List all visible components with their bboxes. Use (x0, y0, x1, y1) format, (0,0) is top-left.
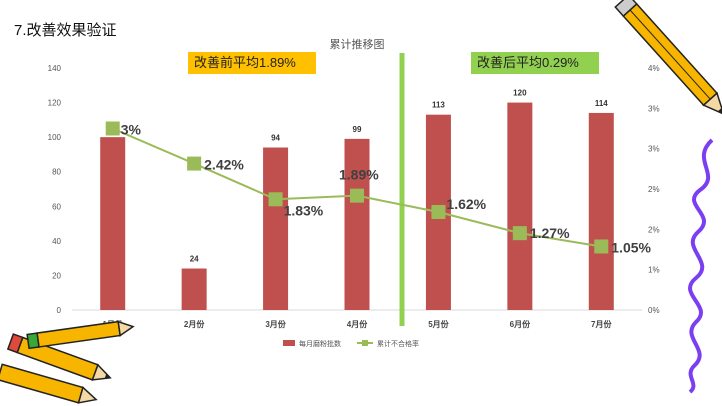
bar (344, 138, 370, 310)
y-right-tick-label: 2% (648, 185, 660, 194)
line-data-label: 1.27% (530, 225, 570, 241)
y-left-tick-label: 120 (48, 99, 62, 108)
y-left-tick-label: 80 (52, 168, 61, 177)
pencil-icon (0, 363, 98, 404)
bar-data-label: 113 (432, 101, 445, 110)
y-left-tick-label: 60 (52, 202, 61, 211)
bar-data-label: 120 (513, 89, 527, 98)
y-left-tick-label: 100 (48, 133, 62, 142)
line-data-label: 1.89% (339, 167, 379, 183)
x-tick-label: 4月份 (347, 319, 368, 329)
bar (263, 147, 289, 310)
legend-swatch-bars (283, 340, 295, 346)
line-point (512, 226, 527, 241)
y-right-tick-label: 4% (648, 64, 660, 73)
line-data-label: 2.42% (204, 157, 244, 173)
x-tick-label: 5月份 (428, 319, 449, 329)
x-tick-label: 3月份 (265, 319, 286, 329)
legend-label-bars: 每月磨粉批数 (299, 339, 341, 348)
line-data-label: 1.83% (284, 202, 324, 218)
callout-before-average: 改善前平均1.89% (188, 52, 316, 74)
bar (588, 112, 614, 310)
slide-title: 7.改善效果验证 (14, 22, 117, 39)
line-point (431, 204, 446, 219)
y-right-tick-label: 3% (648, 104, 660, 113)
bar (507, 102, 533, 310)
scribble-decoration (688, 138, 714, 394)
y-left-tick-label: 20 (52, 271, 61, 280)
y-left-tick-label: 140 (48, 64, 62, 73)
bar-data-label: 24 (190, 255, 199, 264)
line-point (268, 192, 283, 207)
pencil-icon (614, 0, 722, 116)
y-left-tick-label: 40 (52, 237, 61, 246)
pencil-icon (6, 333, 112, 381)
line-point (350, 188, 364, 203)
line-data-label: 1.62% (446, 196, 486, 212)
x-tick-label: 6月份 (510, 319, 531, 329)
y-right-tick-label: 1% (648, 266, 660, 275)
bar-data-label: 99 (353, 125, 362, 134)
y-right-tick-label: 3% (648, 145, 660, 154)
bar (100, 137, 126, 310)
bar-data-label: 114 (595, 99, 608, 108)
y-right-tick-label: 2% (648, 225, 660, 234)
line-point (187, 156, 202, 171)
bar (181, 268, 207, 310)
legend-marker-line (362, 340, 368, 346)
y-left-tick-label: 0 (57, 306, 62, 315)
x-tick-label: 7月份 (591, 319, 612, 329)
x-tick-label: 2月份 (184, 319, 205, 329)
line-data-label: 1.05% (611, 239, 651, 255)
y-right-tick-label: 0% (648, 306, 660, 315)
line-point (105, 121, 120, 136)
legend-label-line: 累计不合格率 (377, 339, 419, 348)
bar-data-label: 94 (271, 134, 280, 143)
line-data-label: 3% (121, 122, 142, 138)
line-point (594, 239, 609, 254)
pencil-icon (26, 320, 135, 350)
chart-title: 累计推移图 (330, 37, 385, 51)
callout-after-average: 改善后平均0.29% (471, 52, 599, 74)
